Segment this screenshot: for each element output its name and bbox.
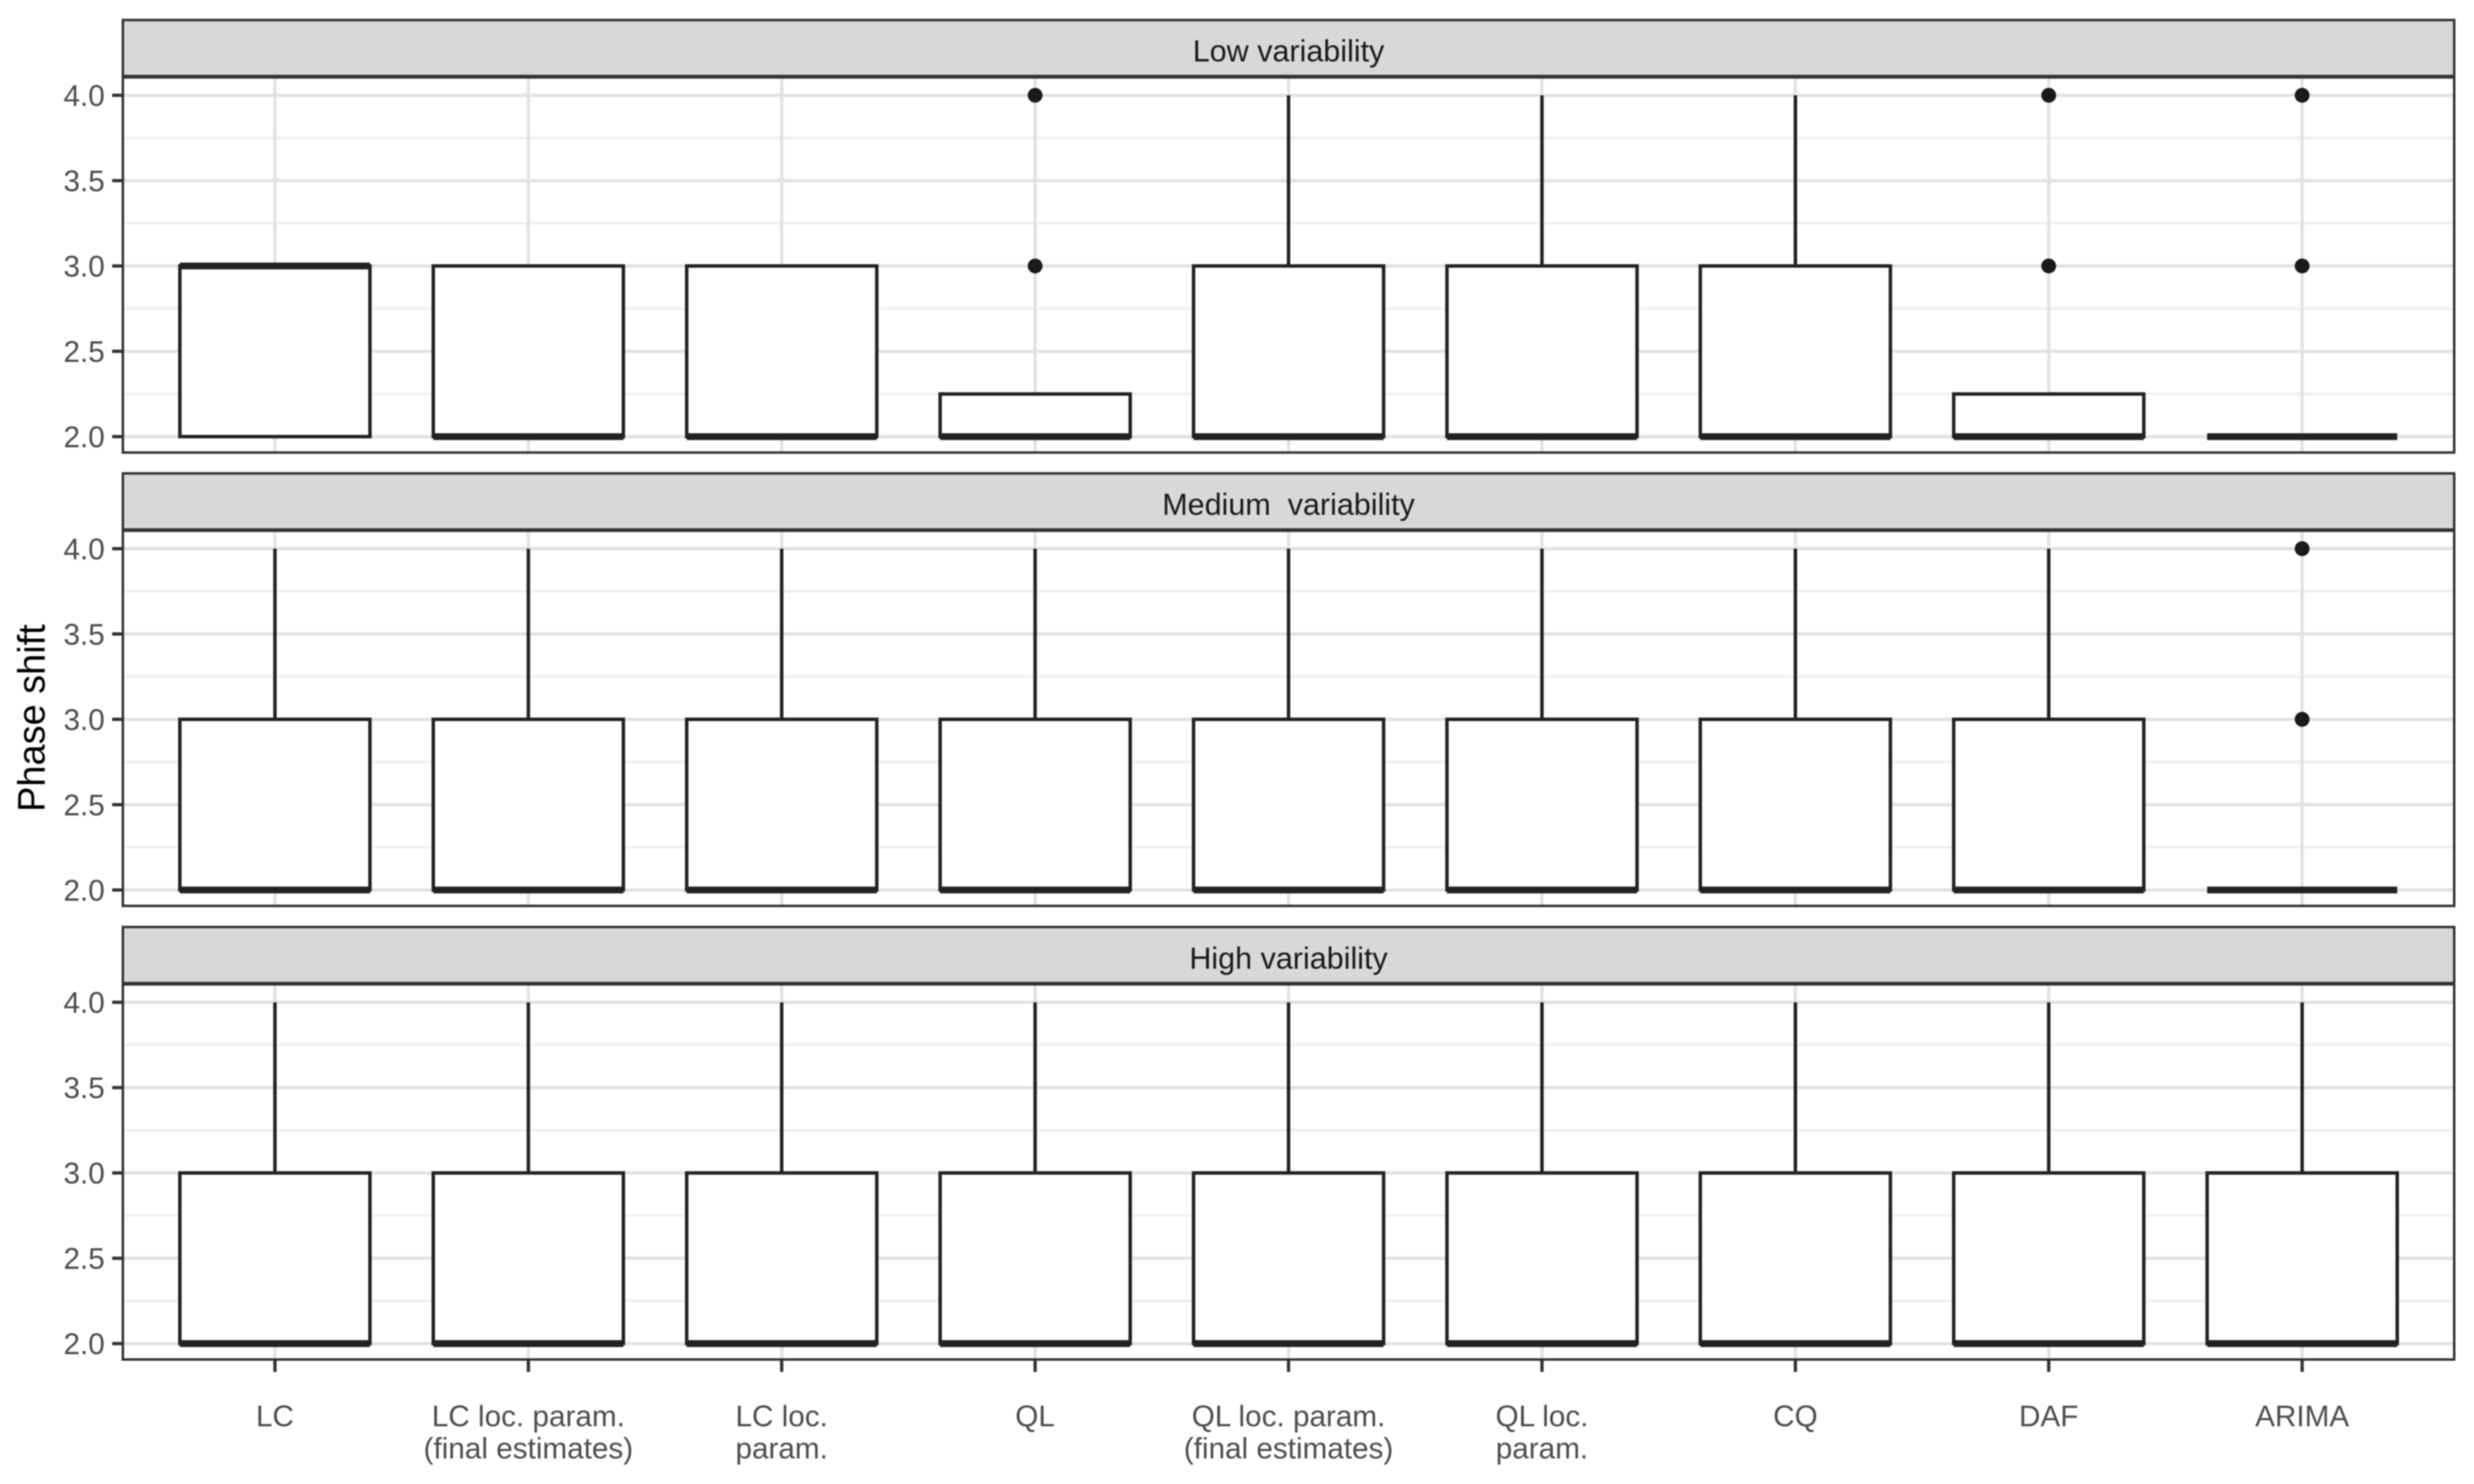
svg-text:Phase shift: Phase shift [10, 624, 53, 812]
svg-text:2.0: 2.0 [63, 1327, 105, 1361]
svg-text:(final estimates): (final estimates) [1183, 1431, 1393, 1465]
svg-text:Medium variability: Medium variability [1162, 488, 1415, 522]
svg-text:4.0: 4.0 [63, 986, 105, 1020]
svg-text:QL: QL [1015, 1399, 1055, 1433]
svg-text:2.5: 2.5 [63, 335, 105, 369]
svg-text:ARIMA: ARIMA [2255, 1399, 2349, 1433]
svg-text:Low variability: Low variability [1192, 35, 1385, 68]
svg-text:LC: LC [256, 1399, 294, 1433]
svg-text:DAF: DAF [2019, 1399, 2078, 1433]
svg-text:3.5: 3.5 [63, 618, 105, 651]
svg-text:LC loc. param.: LC loc. param. [432, 1399, 625, 1433]
svg-text:2.0: 2.0 [63, 420, 105, 454]
svg-text:4.0: 4.0 [63, 79, 105, 113]
svg-text:LC loc.: LC loc. [736, 1399, 828, 1433]
svg-text:3.0: 3.0 [63, 1157, 105, 1190]
svg-text:2.5: 2.5 [63, 1242, 105, 1275]
svg-text:3.0: 3.0 [63, 703, 105, 737]
svg-text:2.0: 2.0 [63, 874, 105, 908]
svg-text:3.0: 3.0 [63, 250, 105, 284]
svg-text:3.5: 3.5 [63, 164, 105, 198]
svg-text:param.: param. [1496, 1431, 1588, 1465]
svg-text:(final estimates): (final estimates) [424, 1431, 633, 1465]
svg-text:CQ: CQ [1773, 1399, 1818, 1433]
svg-text:param.: param. [736, 1431, 828, 1465]
svg-text:3.5: 3.5 [63, 1071, 105, 1105]
svg-text:4.0: 4.0 [63, 533, 105, 566]
svg-text:High variability: High variability [1189, 942, 1388, 975]
svg-text:QL loc. param.: QL loc. param. [1192, 1399, 1385, 1433]
svg-text:QL loc.: QL loc. [1495, 1399, 1588, 1433]
svg-text:2.5: 2.5 [63, 788, 105, 822]
